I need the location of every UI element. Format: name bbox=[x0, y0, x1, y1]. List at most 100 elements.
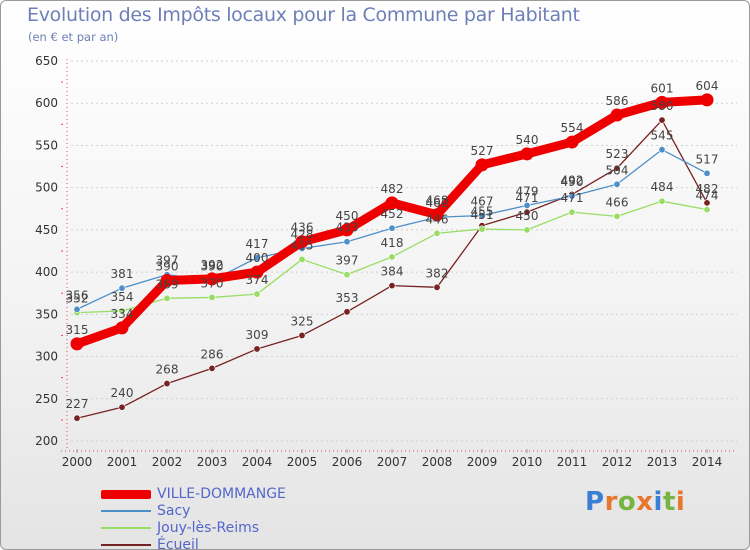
data-label-0: 604 bbox=[696, 79, 719, 93]
data-label-3: 382 bbox=[426, 266, 449, 280]
series-point-0 bbox=[160, 274, 174, 288]
data-label-0: 482 bbox=[381, 182, 404, 196]
y-tick-label: 650 bbox=[35, 54, 58, 68]
data-label-1: 433 bbox=[336, 221, 359, 235]
data-label-1: 504 bbox=[606, 163, 629, 177]
series-point-2 bbox=[163, 294, 171, 302]
data-label-1: 397 bbox=[156, 254, 179, 268]
series-point-1 bbox=[703, 169, 711, 177]
series-point-0 bbox=[700, 93, 714, 107]
data-label-1: 545 bbox=[651, 129, 674, 143]
series-point-3 bbox=[118, 403, 126, 411]
x-tick-label: 2000 bbox=[62, 455, 93, 469]
series-point-2 bbox=[298, 255, 306, 263]
y-tick-label: 200 bbox=[35, 434, 58, 448]
series-point-1 bbox=[118, 284, 126, 292]
data-label-2: 418 bbox=[381, 236, 404, 250]
y-tick-label: 250 bbox=[35, 392, 58, 406]
series-point-0 bbox=[385, 196, 399, 210]
x-tick-label: 2005 bbox=[287, 455, 318, 469]
x-tick-label: 2006 bbox=[332, 455, 363, 469]
series-point-0 bbox=[205, 272, 219, 286]
series-point-2 bbox=[118, 307, 126, 315]
logo-letter: x bbox=[636, 487, 654, 517]
series-point-3 bbox=[73, 414, 81, 422]
data-label-2: 484 bbox=[651, 180, 674, 194]
data-label-3: 384 bbox=[381, 265, 404, 279]
data-label-1: 517 bbox=[696, 152, 719, 166]
data-label-3: 286 bbox=[201, 347, 224, 361]
data-label-0: 400 bbox=[246, 251, 269, 265]
logo-letter: i bbox=[675, 487, 686, 517]
series-point-2 bbox=[658, 197, 666, 205]
series-point-3 bbox=[523, 208, 531, 216]
data-label-0: 601 bbox=[651, 81, 674, 95]
data-label-3: 580 bbox=[651, 99, 674, 113]
data-label-3: 492 bbox=[561, 173, 584, 187]
y-tick-label: 400 bbox=[35, 265, 58, 279]
series-point-1 bbox=[253, 254, 261, 262]
series-point-2 bbox=[568, 208, 576, 216]
x-tick-label: 2003 bbox=[197, 455, 228, 469]
series-point-3 bbox=[433, 283, 441, 291]
series-point-0 bbox=[610, 108, 624, 122]
x-tick-label: 2007 bbox=[377, 455, 408, 469]
y-tick-label: 300 bbox=[35, 350, 58, 364]
data-label-3: 523 bbox=[606, 147, 629, 161]
series-point-2 bbox=[433, 229, 441, 237]
series-point-3 bbox=[613, 164, 621, 172]
data-label-0: 450 bbox=[336, 209, 359, 223]
data-label-0: 390 bbox=[156, 260, 179, 274]
series-point-2 bbox=[253, 290, 261, 298]
series-point-3 bbox=[388, 282, 396, 290]
x-tick-label: 2009 bbox=[467, 455, 498, 469]
series-point-1 bbox=[478, 212, 486, 220]
x-tick-label: 2004 bbox=[242, 455, 273, 469]
data-label-1: 390 bbox=[201, 260, 224, 274]
series-point-0 bbox=[565, 135, 579, 149]
data-label-2: 446 bbox=[426, 212, 449, 226]
data-label-2: 466 bbox=[606, 195, 629, 209]
logo-letter: i bbox=[653, 487, 663, 517]
series-point-2 bbox=[343, 271, 351, 279]
data-label-0: 315 bbox=[66, 323, 89, 337]
x-tick-label: 2014 bbox=[692, 455, 723, 469]
data-label-2: 370 bbox=[201, 276, 224, 290]
series-point-0 bbox=[115, 321, 129, 335]
chart-subtitle: (en € et par an) bbox=[28, 30, 119, 44]
series-point-0 bbox=[70, 337, 84, 351]
data-label-3: 471 bbox=[516, 191, 539, 205]
data-label-1: 462 bbox=[426, 196, 449, 210]
series-point-0 bbox=[520, 147, 534, 161]
data-label-2: 369 bbox=[156, 277, 179, 291]
chart-title: Evolution des Impôts locaux pour la Comm… bbox=[27, 4, 580, 26]
series-point-0 bbox=[430, 208, 444, 222]
series-point-0 bbox=[250, 265, 264, 279]
data-label-3: 455 bbox=[471, 205, 494, 219]
logo-letter: r bbox=[604, 487, 618, 517]
x-tick-label: 2001 bbox=[107, 455, 138, 469]
x-tick-label: 2011 bbox=[557, 455, 588, 469]
data-label-1: 479 bbox=[516, 184, 539, 198]
legend-swatch bbox=[101, 544, 151, 546]
legend-swatch bbox=[101, 510, 151, 512]
x-tick-label: 2008 bbox=[422, 455, 453, 469]
series-point-1 bbox=[388, 224, 396, 232]
series-point-3 bbox=[208, 364, 216, 372]
data-label-2: 471 bbox=[561, 191, 584, 205]
series-point-0 bbox=[475, 158, 489, 172]
series-point-1 bbox=[523, 201, 531, 209]
data-label-3: 353 bbox=[336, 291, 359, 305]
proxiti-logo: Proxiti bbox=[585, 487, 685, 517]
data-label-1: 381 bbox=[111, 267, 134, 281]
data-label-1: 452 bbox=[381, 207, 404, 221]
series-point-3 bbox=[298, 331, 306, 339]
legend-label: Jouy-lès-Reims bbox=[157, 520, 260, 536]
series-point-3 bbox=[253, 345, 261, 353]
x-tick-label: 2002 bbox=[152, 455, 183, 469]
legend-label: Sacy bbox=[157, 503, 191, 519]
y-tick-label: 500 bbox=[35, 181, 58, 195]
x-tick-label: 2012 bbox=[602, 455, 633, 469]
y-tick-label: 550 bbox=[35, 138, 58, 152]
